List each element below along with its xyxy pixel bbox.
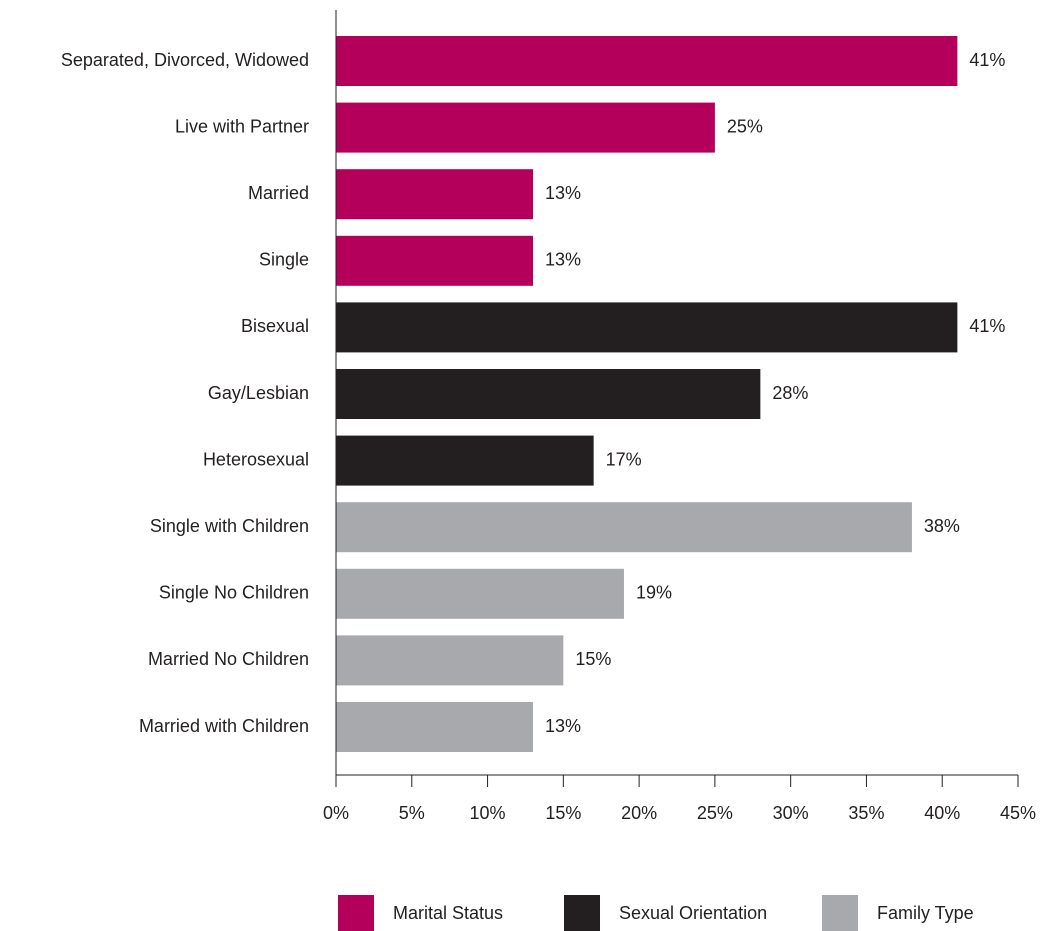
axes-group: 0% 5% 10% 15% 20% 25% 30% 35% 40% 45% — [323, 10, 1036, 823]
category-label-bisexual: Bisexual — [241, 316, 309, 336]
bar-single-no-children — [336, 568, 624, 619]
value-label-heterosexual: 17% — [606, 449, 642, 469]
bar-bisexual — [336, 302, 958, 353]
value-label-married-with-children: 13% — [545, 716, 581, 736]
x-tick-label: 25% — [697, 803, 733, 823]
x-tick-label: 15% — [545, 803, 581, 823]
value-label-bisexual: 41% — [969, 316, 1005, 336]
category-label-single-with-children: Single with Children — [150, 516, 309, 536]
value-label-married: 13% — [545, 183, 581, 203]
x-tick-label: 0% — [323, 803, 349, 823]
x-tick-label: 45% — [1000, 803, 1036, 823]
x-tick-label: 30% — [773, 803, 809, 823]
value-label-married-no-children: 15% — [575, 649, 611, 669]
category-label-heterosexual: Heterosexual — [203, 449, 309, 469]
x-tick-label: 20% — [621, 803, 657, 823]
bar-heterosexual — [336, 435, 594, 486]
value-labels-group: 41% 25% 13% 13% 41% 28% 17% 38% 19% 15% 13% — [545, 50, 1005, 736]
bar-single-with-children — [336, 502, 912, 553]
bar-married-no-children — [336, 635, 564, 686]
x-tick-label: 5% — [399, 803, 425, 823]
legend-swatch-family-type — [822, 895, 858, 931]
value-label-gay-lesbian: 28% — [772, 383, 808, 403]
legend-label-sexual-orientation: Sexual Orientation — [619, 903, 767, 923]
category-label-married-with-children: Married with Children — [139, 716, 309, 736]
value-label-live-with-partner: 25% — [727, 116, 763, 136]
value-label-single: 13% — [545, 250, 581, 270]
value-label-single-with-children: 38% — [924, 516, 960, 536]
value-label-separated-divorced-widowed: 41% — [969, 50, 1005, 70]
x-tick-label: 10% — [470, 803, 506, 823]
category-label-gay-lesbian: Gay/Lesbian — [208, 383, 309, 403]
category-label-live-with-partner: Live with Partner — [175, 116, 309, 136]
bar-married — [336, 169, 534, 220]
category-label-separated-divorced-widowed: Separated, Divorced, Widowed — [61, 50, 309, 70]
legend-swatch-marital-status — [338, 895, 374, 931]
value-label-single-no-children: 19% — [636, 583, 672, 603]
bar-live-with-partner — [336, 102, 715, 153]
bar-separated-divorced-widowed — [336, 36, 958, 86]
category-labels-group: Separated, Divorced, Widowed Live with Pa… — [61, 50, 309, 736]
legend-swatch-sexual-orientation — [564, 895, 600, 931]
category-label-single-no-children: Single No Children — [159, 583, 309, 603]
bars-group — [336, 36, 958, 752]
legend-label-marital-status: Marital Status — [393, 903, 503, 923]
x-tick-label: 35% — [848, 803, 884, 823]
category-label-married-no-children: Married No Children — [148, 649, 309, 669]
bar-married-with-children — [336, 702, 534, 752]
bar-gay-lesbian — [336, 369, 761, 419]
x-tick-label: 40% — [924, 803, 960, 823]
category-label-single: Single — [259, 250, 309, 270]
legend-label-family-type: Family Type — [877, 903, 974, 923]
legend: Marital Status Sexual Orientation Family T… — [338, 895, 974, 931]
category-label-married: Married — [248, 183, 309, 203]
bar-single — [336, 235, 534, 286]
